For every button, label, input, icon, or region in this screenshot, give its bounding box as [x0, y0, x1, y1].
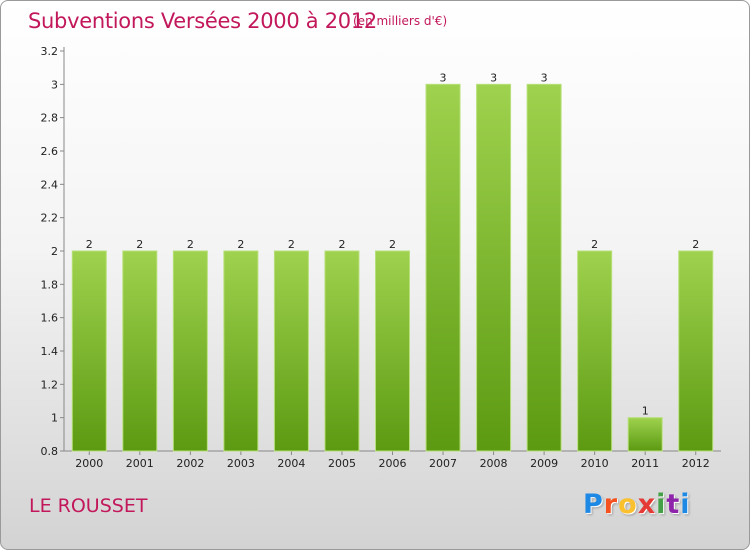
data-label: 2 [389, 238, 396, 251]
x-tick-label: 2009 [530, 457, 558, 470]
x-tick-label: 2002 [176, 457, 204, 470]
x-tick-label: 2004 [277, 457, 305, 470]
bar-2001 [122, 250, 158, 452]
bar-2002 [172, 250, 208, 452]
chart-labels: 2000 2 2001 2 2002 2 2003 2 2004 2 2005 2 2006 2 2007 3… [75, 71, 709, 470]
data-label: 2 [237, 238, 244, 251]
data-label: 3 [440, 71, 447, 84]
bar-2009 [526, 83, 562, 452]
y-tick-label: 2.8 [41, 112, 59, 125]
logo-letter: x [637, 489, 657, 520]
logo-letter: i [680, 489, 691, 520]
y-tick-label: 0.8 [41, 445, 59, 458]
x-tick-label: 2006 [379, 457, 407, 470]
data-label: 2 [692, 238, 699, 251]
data-label: 3 [541, 71, 548, 84]
data-label: 2 [136, 238, 143, 251]
x-tick-label: 2005 [328, 457, 356, 470]
logo-letter: o [618, 489, 638, 520]
chart-unit-note: (en milliers d'€) [353, 14, 448, 28]
data-label: 2 [86, 238, 93, 251]
data-label: 2 [591, 238, 598, 251]
logo-letter: r [603, 489, 619, 520]
data-label: 2 [338, 238, 345, 251]
bar-2006 [375, 250, 410, 452]
chart-title: Subventions Versées 2000 à 2012 [28, 9, 377, 33]
logo-letter: t [666, 489, 681, 520]
bar-2012 [678, 250, 714, 452]
chart-bars [71, 83, 714, 452]
y-tick-label: 1.4 [41, 345, 59, 358]
bar-2011 [627, 417, 663, 452]
data-label: 3 [490, 71, 497, 84]
x-tick-label: 2003 [227, 457, 255, 470]
y-tick-label: 2.4 [41, 178, 59, 191]
bar-2005 [324, 250, 360, 452]
x-tick-label: 2010 [581, 457, 609, 470]
x-tick-label: 2008 [480, 457, 508, 470]
y-tick-label: 1.6 [41, 312, 59, 325]
bar-2000 [71, 250, 107, 452]
x-tick-label: 2012 [682, 457, 710, 470]
y-tick-label: 1.2 [41, 378, 59, 391]
y-tick-label: 2.6 [41, 145, 59, 158]
data-label: 2 [288, 238, 295, 251]
bar-2007 [425, 83, 461, 452]
logo-letter: P [583, 489, 604, 520]
y-tick-label: 3.2 [41, 45, 59, 58]
x-tick-label: 2007 [429, 457, 457, 470]
y-tick-label: 2.2 [41, 212, 59, 225]
bar-2008 [476, 83, 512, 452]
logo-letter: i [656, 489, 667, 520]
data-label: 1 [642, 405, 649, 418]
bar-2010 [577, 250, 613, 452]
bar-2004 [273, 250, 309, 452]
bar-2003 [223, 250, 259, 452]
proxiti-logo[interactable]: Proxiti [583, 489, 691, 520]
data-label: 2 [187, 238, 194, 251]
y-tick-label: 1.8 [41, 278, 59, 291]
y-tick-label: 3 [51, 78, 58, 91]
y-tick-label: 2 [51, 245, 58, 258]
y-tick-label: 1 [51, 412, 58, 425]
x-tick-label: 2011 [631, 457, 659, 470]
x-tick-label: 2001 [126, 457, 154, 470]
x-tick-label: 2000 [75, 457, 103, 470]
commune-name: LE ROUSSET [29, 495, 148, 517]
